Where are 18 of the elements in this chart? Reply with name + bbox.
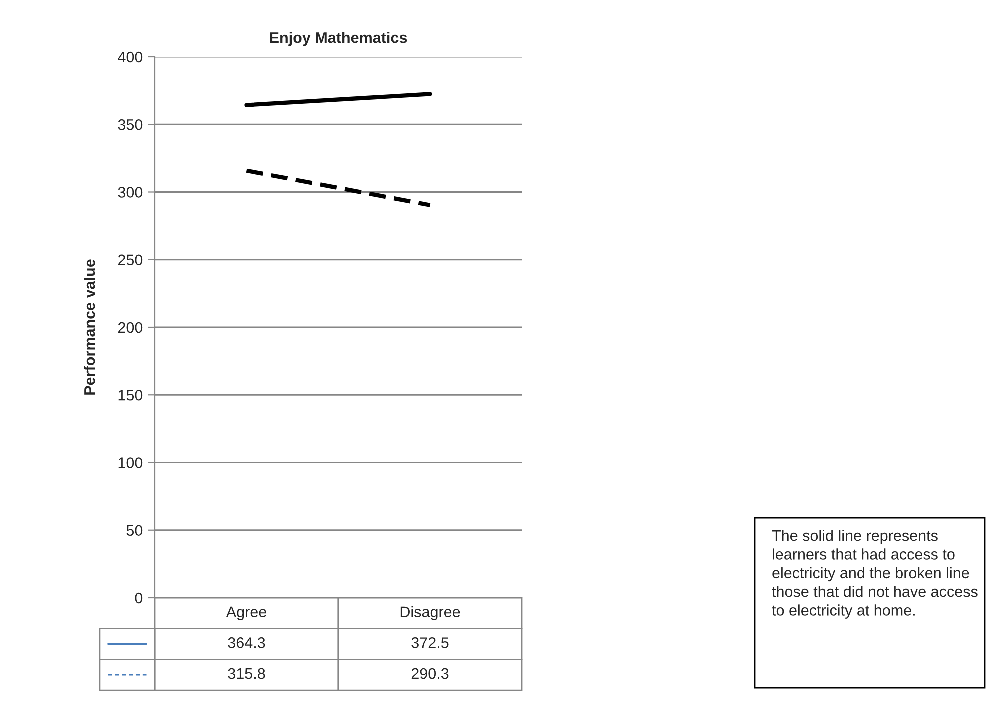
data-label: 364.3 [228, 638, 266, 648]
y-tick-label: 350 [118, 119, 143, 130]
x-tick-label: Agree [226, 606, 266, 621]
y-tick-label: 400 [118, 52, 143, 63]
data-label: 372.5 [412, 638, 449, 648]
y-tick-label: 0 [135, 592, 143, 604]
y-tick-label: 250 [118, 254, 143, 266]
y-tick-label: 50 [126, 525, 143, 536]
y-tick-label: 300 [118, 187, 143, 198]
y-tick-label: 200 [118, 322, 143, 334]
data-label: 315.8 [228, 668, 266, 680]
y-tick-label: 150 [118, 390, 143, 401]
text: The solid line represents learners that had access to electricity and the broken line those that did not have access to electricity at home. [772, 530, 978, 619]
y-tick-label: 100 [118, 458, 143, 468]
data-label: 290.3 [412, 668, 449, 680]
x-tick-label: Disagree [400, 606, 460, 621]
y-axis-title: Performance value [84, 260, 96, 395]
chart-title: Enjoy Mathematics [270, 32, 408, 46]
